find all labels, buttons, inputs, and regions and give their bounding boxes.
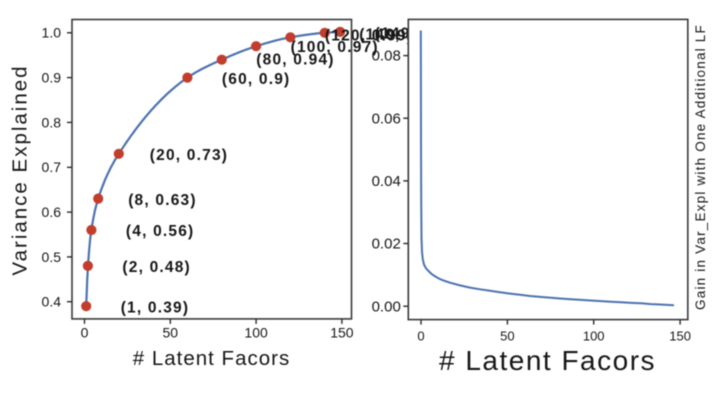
svg-text:(100, 0.97): (100, 0.97) [291,39,379,56]
svg-text:150: 150 [330,324,354,340]
svg-text:0.6: 0.6 [42,204,62,220]
svg-text:0.08: 0.08 [372,48,401,65]
svg-text:Variance Explained: Variance Explained [9,64,32,275]
svg-text:0.06: 0.06 [372,110,401,127]
svg-text:Gain in Var_Expl with One Addi: Gain in Var_Expl with One Additional LF [693,24,708,310]
svg-text:50: 50 [163,324,179,340]
svg-text:0.8: 0.8 [42,114,62,130]
svg-text:(1, 0.39): (1, 0.39) [121,299,190,316]
svg-text:0.9: 0.9 [42,70,62,86]
svg-text:0: 0 [417,329,424,344]
svg-text:0.00: 0.00 [372,298,401,315]
svg-text:100: 100 [244,324,268,340]
svg-text:(8, 0.63): (8, 0.63) [128,192,197,209]
svg-text:# Latent Facors: # Latent Facors [133,347,290,370]
svg-text:0.4: 0.4 [42,294,62,310]
svg-text:1.0: 1.0 [42,25,62,41]
svg-text:0.7: 0.7 [42,159,62,175]
svg-text:(20, 0.73): (20, 0.73) [150,147,228,164]
svg-text:0: 0 [81,324,89,340]
svg-text:50: 50 [500,329,514,344]
svg-text:(4, 0.56): (4, 0.56) [126,223,195,240]
svg-text:# Latent Facors: # Latent Facors [439,345,656,376]
svg-text:0.02: 0.02 [372,236,401,253]
svg-text:150: 150 [669,329,691,344]
svg-text:0.04: 0.04 [372,173,401,190]
svg-text:(2, 0.48): (2, 0.48) [122,259,191,276]
svg-text:(120, 0.99): (120, 0.99) [325,27,413,44]
svg-text:(80, 0.94): (80, 0.94) [256,52,334,69]
svg-text:0.5: 0.5 [42,249,62,265]
svg-text:100: 100 [583,329,605,344]
svg-text:(60, 0.9): (60, 0.9) [222,71,291,88]
